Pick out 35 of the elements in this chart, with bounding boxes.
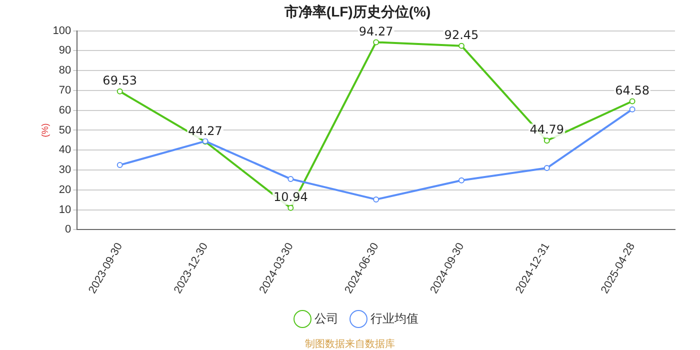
point [458, 42, 464, 49]
point [544, 165, 550, 172]
y-tick-label: 90 [58, 44, 72, 57]
y-tick-label: 80 [58, 64, 72, 77]
point [116, 162, 123, 168]
point [373, 39, 380, 46]
y-tick-label: 20 [58, 184, 72, 196]
data-label: 64.58 [615, 83, 650, 98]
data-label: 94.27 [358, 24, 394, 38]
y-tick-label: 100 [52, 24, 72, 37]
point [288, 176, 294, 182]
y-axis-title: (%) [40, 123, 50, 138]
legend-label: 公司 [314, 311, 338, 326]
text: 制图数据来自数据库 [304, 338, 396, 350]
y-tick-label: 70 [58, 84, 72, 96]
y-tick-label: 60 [58, 104, 72, 116]
y-tick-label: 50 [58, 124, 72, 136]
point [288, 204, 294, 211]
y-tick-label: 40 [58, 144, 72, 156]
data-label: 10.94 [273, 190, 308, 204]
point [544, 138, 550, 144]
data-label: 92.45 [444, 28, 479, 42]
point [629, 98, 636, 104]
point [458, 177, 464, 184]
data-label: 69.53 [102, 74, 138, 88]
y-tick-label: 30 [58, 164, 72, 176]
data-label: 44.79 [530, 122, 564, 137]
legend-label: 行业均值 [370, 311, 418, 326]
y-tick-label: 10 [58, 204, 72, 216]
data-label: 44.27 [188, 124, 222, 138]
point [373, 196, 380, 202]
point [116, 88, 123, 94]
y-tick-label: 0 [65, 224, 72, 236]
chart-title: 市净率(LF)历史分位(%) [283, 3, 431, 20]
point [629, 106, 636, 112]
